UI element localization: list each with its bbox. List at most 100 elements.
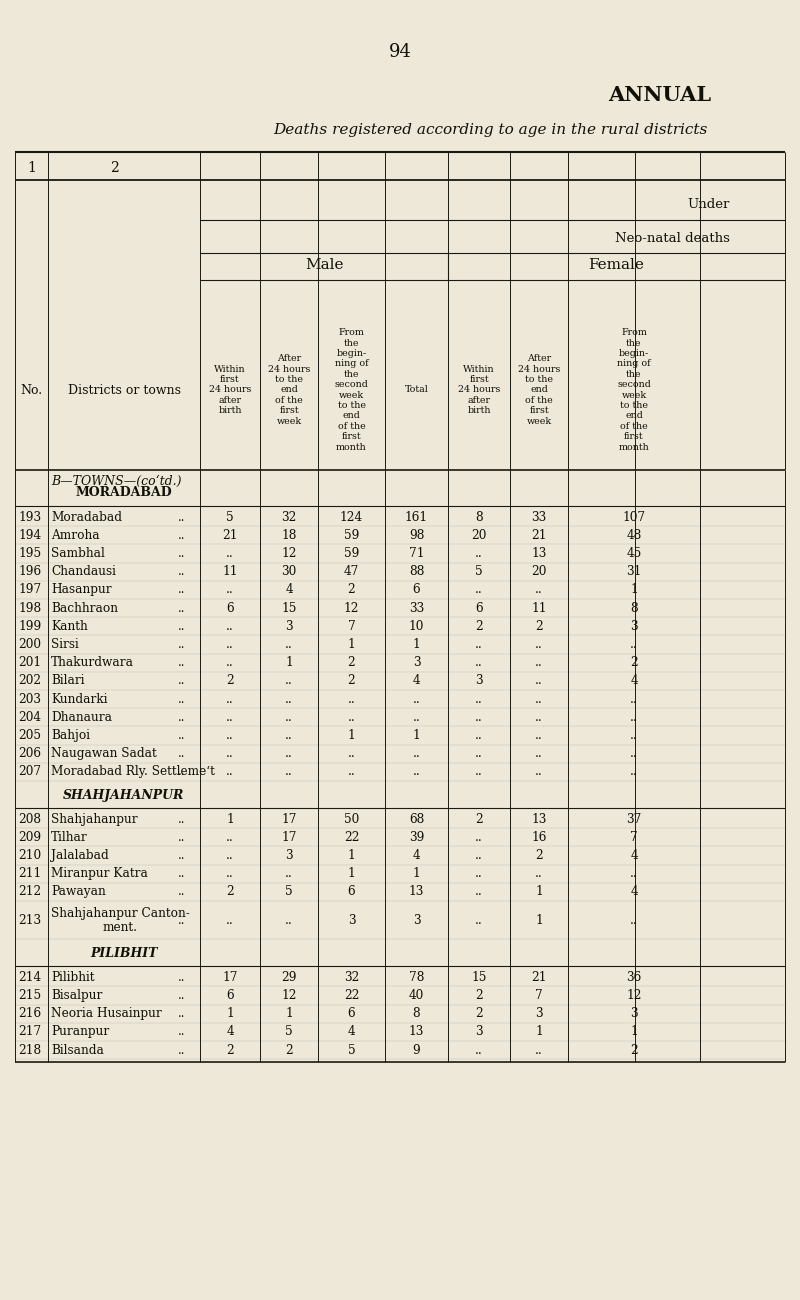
Text: ..: .. [178, 529, 186, 542]
Text: 40: 40 [409, 989, 424, 1002]
Text: 13: 13 [409, 1026, 424, 1039]
Text: 4: 4 [413, 849, 420, 862]
Text: 2: 2 [475, 989, 483, 1002]
Text: ..: .. [630, 638, 638, 651]
Text: 197: 197 [18, 584, 42, 597]
Text: ..: .. [285, 693, 293, 706]
Text: Jalalabad: Jalalabad [51, 849, 109, 862]
Text: 161: 161 [405, 511, 428, 524]
Text: Bachhraon: Bachhraon [51, 602, 118, 615]
Text: 205: 205 [18, 729, 41, 742]
Text: ..: .. [178, 849, 186, 862]
Text: 12: 12 [344, 602, 359, 615]
Text: 1: 1 [413, 867, 420, 880]
Text: 1: 1 [630, 1026, 638, 1039]
Text: 207: 207 [18, 766, 41, 779]
Text: ..: .. [178, 602, 186, 615]
Text: 2: 2 [348, 675, 355, 688]
Text: ..: .. [413, 711, 420, 724]
Text: 5: 5 [285, 885, 293, 898]
Text: ..: .. [285, 729, 293, 742]
Text: 194: 194 [18, 529, 41, 542]
Text: 3: 3 [285, 849, 293, 862]
Text: 5: 5 [348, 1044, 355, 1057]
Text: ..: .. [475, 766, 483, 779]
Text: 32: 32 [344, 971, 359, 984]
Text: 216: 216 [18, 1008, 41, 1020]
Text: ..: .. [475, 711, 483, 724]
Text: 11: 11 [531, 602, 546, 615]
Text: ..: .. [475, 547, 483, 560]
Text: Bahjoi: Bahjoi [51, 729, 90, 742]
Text: ..: .. [178, 566, 186, 578]
Text: ..: .. [630, 729, 638, 742]
Text: 17: 17 [282, 831, 297, 844]
Text: 1: 1 [630, 584, 638, 597]
Text: 208: 208 [18, 812, 41, 826]
Text: ..: .. [226, 656, 234, 670]
Text: Bilsanda: Bilsanda [51, 1044, 104, 1057]
Text: 211: 211 [18, 867, 42, 880]
Text: 6: 6 [475, 602, 483, 615]
Text: 199: 199 [18, 620, 42, 633]
Text: 1: 1 [285, 656, 293, 670]
Text: ..: .. [413, 766, 420, 779]
Text: 3: 3 [630, 1008, 638, 1020]
Text: 2: 2 [348, 584, 355, 597]
Text: 4: 4 [630, 675, 638, 688]
Text: 218: 218 [18, 1044, 42, 1057]
Text: ..: .. [475, 584, 483, 597]
Text: Shahjahanpur Canton-
ment.: Shahjahanpur Canton- ment. [51, 906, 190, 933]
Text: 4: 4 [413, 675, 420, 688]
Text: 210: 210 [18, 849, 41, 862]
Text: 9: 9 [413, 1044, 420, 1057]
Text: ..: .. [535, 638, 543, 651]
Text: 1: 1 [535, 1026, 543, 1039]
Text: 200: 200 [18, 638, 41, 651]
Text: ..: .. [535, 747, 543, 760]
Text: 33: 33 [409, 602, 424, 615]
Text: Moradabad Rly. Settlemeʻt: Moradabad Rly. Settlemeʻt [51, 766, 215, 779]
Text: ..: .. [535, 584, 543, 597]
Text: 13: 13 [531, 812, 546, 826]
Text: From
the
begin-
ning of
the
second
week
to the
end
of the
first
month: From the begin- ning of the second week … [617, 329, 651, 451]
Text: 22: 22 [344, 989, 359, 1002]
Text: 3: 3 [475, 1026, 483, 1039]
Text: 8: 8 [475, 511, 483, 524]
Text: 6: 6 [348, 885, 355, 898]
Text: 45: 45 [626, 547, 642, 560]
Text: 8: 8 [413, 1008, 420, 1020]
Text: 36: 36 [626, 971, 642, 984]
Text: 4: 4 [630, 885, 638, 898]
Text: Under: Under [688, 199, 730, 212]
Text: ..: .. [178, 729, 186, 742]
Text: 124: 124 [340, 511, 363, 524]
Text: 217: 217 [18, 1026, 42, 1039]
Text: 1: 1 [348, 729, 355, 742]
Text: 21: 21 [531, 529, 546, 542]
Text: No.: No. [21, 384, 42, 396]
Text: 30: 30 [282, 566, 297, 578]
Text: PILIBHIT: PILIBHIT [90, 946, 158, 959]
Text: 33: 33 [531, 511, 546, 524]
Text: ..: .. [535, 1044, 543, 1057]
Text: ..: .. [475, 885, 483, 898]
Text: Districts or towns: Districts or towns [67, 384, 181, 396]
Text: ..: .. [475, 729, 483, 742]
Text: ..: .. [475, 638, 483, 651]
Text: Within
first
24 hours
after
birth: Within first 24 hours after birth [209, 365, 251, 415]
Text: Amroha: Amroha [51, 529, 100, 542]
Text: 7: 7 [630, 831, 638, 844]
Text: 6: 6 [348, 1008, 355, 1020]
Text: 215: 215 [18, 989, 41, 1002]
Text: 12: 12 [626, 989, 642, 1002]
Text: After
24 hours
to the
end
of the
first
week: After 24 hours to the end of the first w… [268, 355, 310, 425]
Text: From
the
begin-
ning of
the
second
week
to the
end
of the
first
month: From the begin- ning of the second week … [334, 329, 369, 451]
Text: 2: 2 [226, 1044, 234, 1057]
Text: Pawayan: Pawayan [51, 885, 106, 898]
Text: Bilari: Bilari [51, 675, 85, 688]
Text: 203: 203 [18, 693, 41, 706]
Text: ..: .. [348, 711, 355, 724]
Text: ..: .. [348, 747, 355, 760]
Text: 1: 1 [535, 914, 543, 927]
